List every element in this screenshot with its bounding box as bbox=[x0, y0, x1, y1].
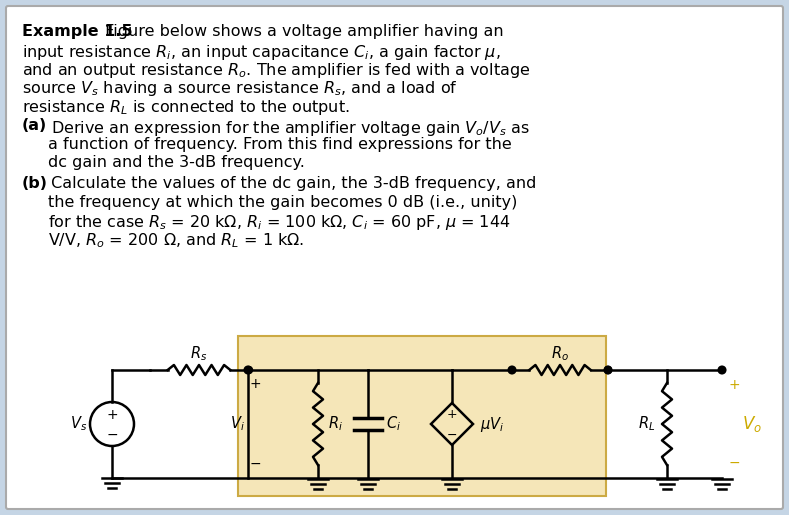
Text: source $V_s$ having a source resistance $R_s$, and a load of: source $V_s$ having a source resistance … bbox=[22, 79, 458, 98]
Text: $V_i$: $V_i$ bbox=[230, 415, 245, 433]
Text: +: + bbox=[249, 377, 261, 391]
Text: $R_i$: $R_i$ bbox=[328, 415, 343, 433]
Text: −: − bbox=[107, 428, 118, 442]
Text: resistance $R_L$ is connected to the output.: resistance $R_L$ is connected to the out… bbox=[22, 98, 350, 117]
Text: +: + bbox=[447, 408, 458, 421]
Text: $R_o$: $R_o$ bbox=[551, 345, 569, 364]
Text: $\mu V_i$: $\mu V_i$ bbox=[480, 415, 504, 434]
Text: for the case $R_s$ = 20 k$\Omega$, $R_i$ = 100 k$\Omega$, $C_i$ = 60 pF, $\mu$ =: for the case $R_s$ = 20 k$\Omega$, $R_i$… bbox=[48, 213, 510, 232]
Circle shape bbox=[245, 367, 252, 373]
Text: and an output resistance $R_o$. The amplifier is fed with a voltage: and an output resistance $R_o$. The ampl… bbox=[22, 61, 530, 80]
Text: dc gain and the 3-dB frequency.: dc gain and the 3-dB frequency. bbox=[48, 156, 305, 170]
Circle shape bbox=[604, 367, 611, 373]
Text: −: − bbox=[728, 456, 740, 470]
Text: (b): (b) bbox=[22, 176, 48, 191]
Bar bbox=[238, 336, 606, 496]
FancyBboxPatch shape bbox=[6, 6, 783, 509]
Text: Figure below shows a voltage amplifier having an: Figure below shows a voltage amplifier h… bbox=[100, 24, 503, 39]
Text: $V_s$: $V_s$ bbox=[70, 415, 88, 433]
Text: +: + bbox=[107, 408, 118, 422]
Text: −: − bbox=[249, 457, 261, 471]
Circle shape bbox=[719, 367, 726, 373]
Text: a function of frequency. From this find expressions for the: a function of frequency. From this find … bbox=[48, 137, 512, 152]
Text: Derive an expression for the amplifier voltage gain $V_o/V_s$ as: Derive an expression for the amplifier v… bbox=[46, 118, 530, 138]
Text: (a): (a) bbox=[22, 118, 47, 133]
Text: +: + bbox=[728, 378, 740, 392]
Text: the frequency at which the gain becomes 0 dB (i.e., unity): the frequency at which the gain becomes … bbox=[48, 195, 518, 210]
Text: V/V, $R_o$ = 200 $\Omega$, and $R_L$ = 1 k$\Omega$.: V/V, $R_o$ = 200 $\Omega$, and $R_L$ = 1… bbox=[48, 232, 305, 250]
Text: Example 1.5: Example 1.5 bbox=[22, 24, 133, 39]
Text: input resistance $R_i$, an input capacitance $C_i$, a gain factor $\mu$,: input resistance $R_i$, an input capacit… bbox=[22, 43, 501, 61]
Text: $R_s$: $R_s$ bbox=[190, 345, 208, 364]
Text: −: − bbox=[447, 428, 458, 441]
Text: $R_L$: $R_L$ bbox=[638, 415, 655, 433]
Circle shape bbox=[508, 367, 515, 373]
Text: $C_i$: $C_i$ bbox=[386, 415, 401, 433]
Circle shape bbox=[245, 367, 252, 373]
Circle shape bbox=[604, 367, 611, 373]
Text: Calculate the values of the dc gain, the 3-dB frequency, and: Calculate the values of the dc gain, the… bbox=[46, 176, 537, 191]
Text: $V_o$: $V_o$ bbox=[742, 414, 762, 434]
